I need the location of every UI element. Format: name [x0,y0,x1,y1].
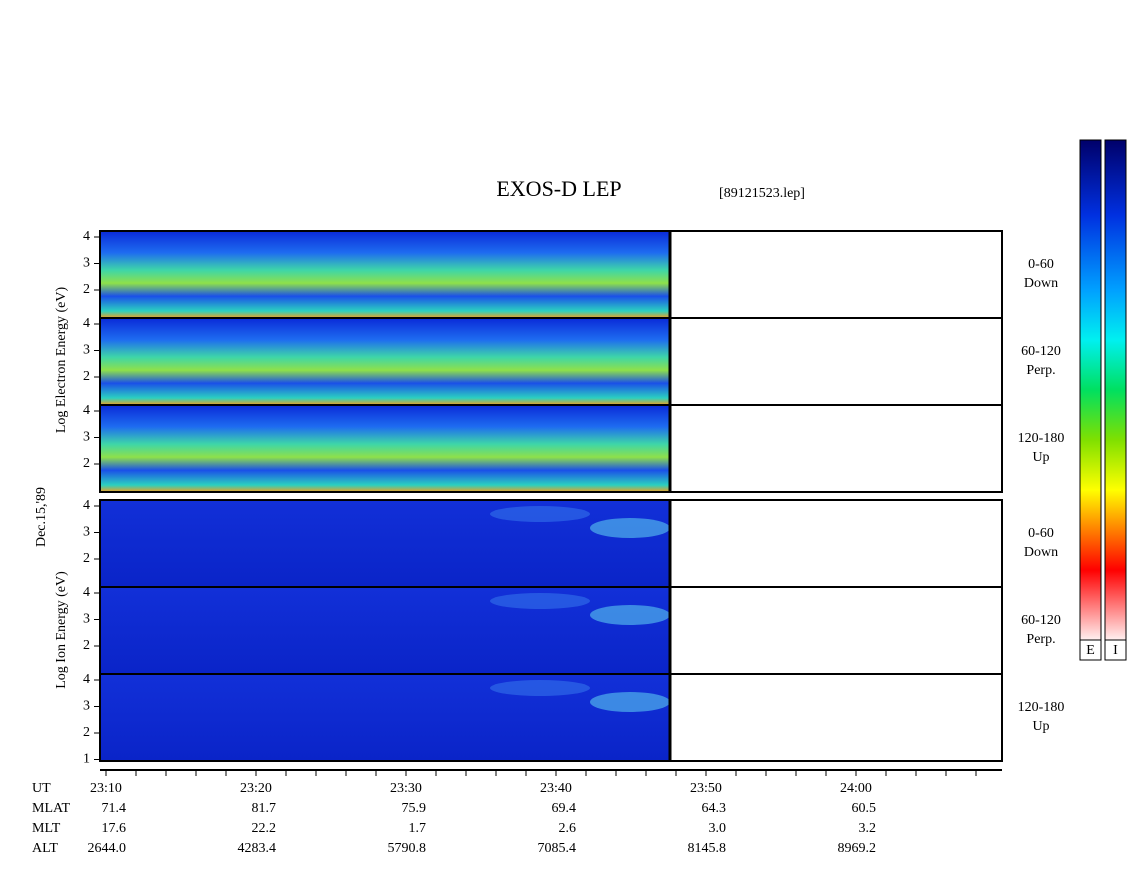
angle-label: 60-120 [1021,613,1061,628]
y-tick-label: 3 [83,343,90,358]
row-value: 5790.8 [388,841,427,856]
row-value: 2.6 [559,821,577,836]
spectrogram-patch [490,506,590,522]
row-value: 23:40 [540,781,572,796]
y-tick-label: 2 [83,725,90,740]
row-value: 23:30 [390,781,422,796]
y-tick-label: 4 [83,316,90,331]
color-bar [1104,139,1127,641]
row-value: 3.0 [709,821,727,836]
y-tick-label: 3 [83,256,90,271]
spectrogram-patch [490,680,590,696]
panel-frame [99,404,1003,493]
direction-label: Perp. [1026,363,1055,378]
angle-label: 60-120 [1021,344,1061,359]
direction-label: Up [1032,719,1049,734]
panel-frame [99,673,1003,762]
angle-label: 0-60 [1028,257,1054,272]
row-value: 81.7 [252,801,277,816]
row-name: ALT [32,841,58,856]
y-tick-label: 2 [83,282,90,297]
row-value: 17.6 [102,821,127,836]
row-name: MLT [32,821,61,836]
row-value: 2644.0 [88,841,127,856]
direction-label: Down [1024,545,1058,560]
y-tick-label: 4 [83,403,90,418]
row-value: 24:00 [840,781,872,796]
row-value: 69.4 [552,801,577,816]
spectrogram [100,318,670,405]
y-tick-label: 1 [83,752,90,767]
row-value: 8145.8 [688,841,727,856]
row-value: 22.2 [252,821,277,836]
angle-label: 120-180 [1018,431,1065,446]
y-tick-label: 4 [83,498,90,513]
angle-label: 120-180 [1018,700,1065,715]
spectrogram [100,405,670,492]
direction-label: Perp. [1026,632,1055,647]
direction-label: Up [1032,450,1049,465]
spectrogram-patch [590,692,670,712]
row-value: 64.3 [702,801,727,816]
row-value: 1.7 [409,821,427,836]
angle-label: 0-60 [1028,526,1054,541]
row-value: 7085.4 [538,841,577,856]
file-name: [89121523.lep] [719,186,805,201]
row-name: UT [32,781,51,796]
spectrogram [100,231,670,318]
row-value: 4283.4 [238,841,277,856]
y-tick-label: 4 [83,672,90,687]
color-bar [1079,139,1102,641]
y-tick-label: 3 [83,525,90,540]
row-value: 23:50 [690,781,722,796]
y-tick-label: 2 [83,638,90,653]
row-value: 8969.2 [838,841,877,856]
spectrogram-patch [490,593,590,609]
row-value: 75.9 [402,801,427,816]
color-bar-label: E [1086,643,1095,658]
y-tick-label: 3 [83,699,90,714]
direction-label: Down [1024,276,1058,291]
row-value: 23:20 [240,781,272,796]
date: Dec.15,'89 [34,487,49,547]
y-tick-label: 2 [83,456,90,471]
electron-label: Log Electron Energy (eV) [54,287,69,434]
y-tick-label: 4 [83,229,90,244]
y-tick-label: 3 [83,430,90,445]
row-value: 23:10 [90,781,122,796]
title: EXOS-D LEP [496,176,621,201]
ion-label: Log Ion Energy (eV) [54,571,69,689]
y-tick-label: 2 [83,369,90,384]
y-tick-label: 2 [83,551,90,566]
row-value: 60.5 [852,801,877,816]
row-value: 71.4 [102,801,127,816]
row-name: MLAT [32,801,71,816]
spectrogram-patch [590,605,670,625]
y-tick-label: 4 [83,585,90,600]
color-bar-label: I [1113,643,1118,658]
color-bar-box [1104,639,1127,661]
color-bar-box [1079,639,1102,661]
y-tick-label: 3 [83,612,90,627]
row-value: 3.2 [859,821,877,836]
spectrogram-patch [590,518,670,538]
